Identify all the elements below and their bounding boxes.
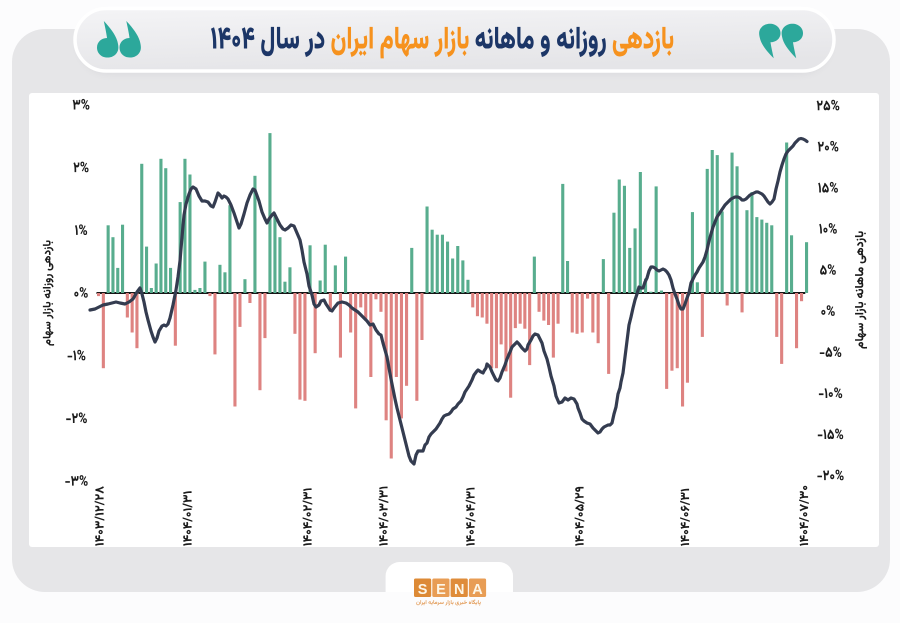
svg-text:A: A — [472, 582, 483, 598]
svg-text:E: E — [436, 582, 446, 598]
svg-text:S: S — [418, 582, 428, 598]
svg-text:N: N — [454, 582, 464, 598]
